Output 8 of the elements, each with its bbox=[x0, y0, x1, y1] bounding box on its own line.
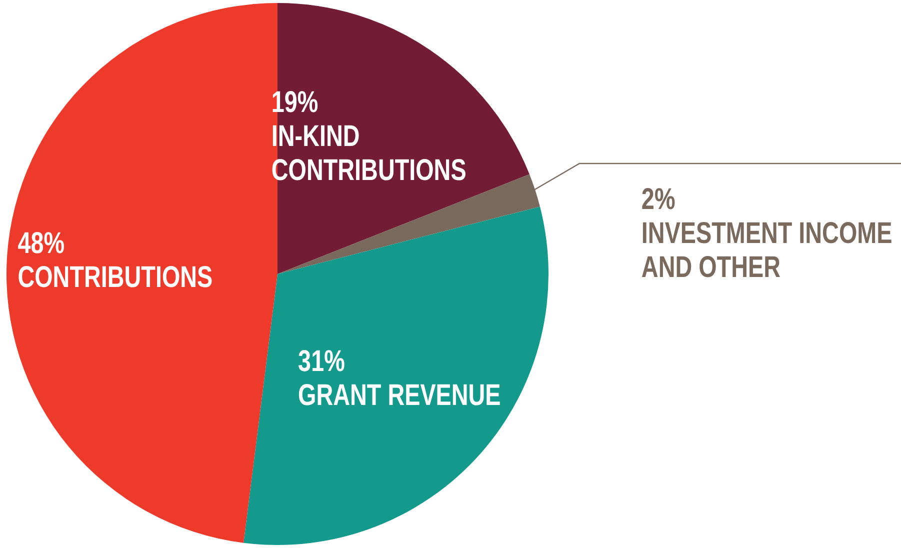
slice-label: GRANT REVENUE bbox=[298, 378, 501, 412]
slice-label: IN-KIND CONTRIBUTIONS bbox=[271, 119, 466, 186]
data-label: 19% bbox=[271, 85, 318, 118]
data-label: 2% bbox=[641, 182, 676, 216]
slice-label: CONTRIBUTIONS bbox=[18, 260, 213, 294]
data-label: 48% bbox=[18, 226, 65, 260]
slice-label: INVESTMENT INCOME AND OTHER bbox=[641, 216, 892, 284]
data-label: 31% bbox=[298, 344, 345, 378]
